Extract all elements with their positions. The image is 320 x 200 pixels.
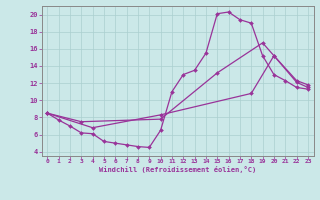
X-axis label: Windchill (Refroidissement éolien,°C): Windchill (Refroidissement éolien,°C) — [99, 166, 256, 173]
